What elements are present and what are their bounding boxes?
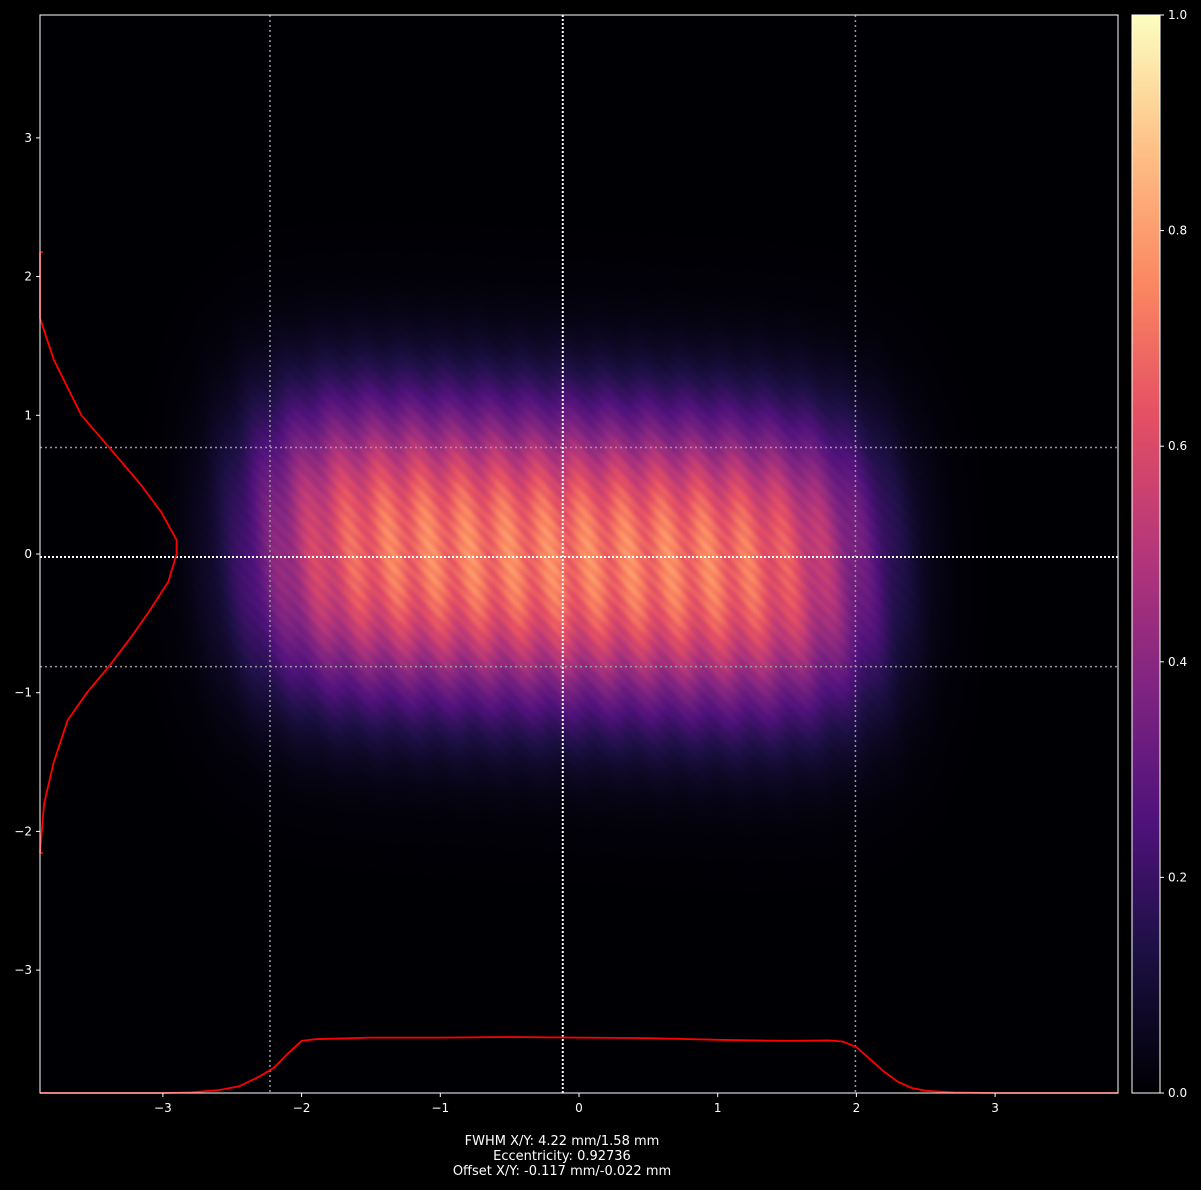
y-tick-label: 2: [24, 270, 32, 284]
colorbar-tick-label: 0.2: [1168, 870, 1187, 884]
x-tick-label: −3: [154, 1101, 172, 1115]
x-tick-label: 1: [714, 1101, 722, 1115]
y-tick-label: −3: [14, 963, 32, 977]
colorbar-tick-label: 0.8: [1168, 224, 1187, 238]
colorbar-tick-label: 0.4: [1168, 655, 1187, 669]
y-tick-label: −2: [14, 824, 32, 838]
y-tick-label: −1: [14, 686, 32, 700]
x-profile-line: [40, 1036, 1118, 1094]
fwhm-readout: FWHM X/Y: 4.22 mm/1.58 mm: [464, 1134, 660, 1149]
beam-intensity-heatmap: [40, 15, 1118, 1093]
colorbar-tick-label: 1.0: [1168, 8, 1187, 22]
colorbar-gradient: [1132, 15, 1160, 1093]
guide-lines: [40, 15, 1118, 1093]
y-tick-label: 3: [24, 131, 32, 145]
offset-readout: Offset X/Y: -0.117 mm/-0.022 mm: [452, 1164, 672, 1179]
x-tick-label: 3: [991, 1101, 999, 1115]
eccentricity-readout: Eccentricity: 0.92736: [493, 1149, 631, 1164]
y-profile-line: [39, 250, 178, 855]
axes: −3 −2 −1 0 1 2 3 −3 −2 −1 0 1 2 3 0.0 0.2 0.4 0.6 0.8 1.0: [14, 8, 1187, 1115]
colorbar-frame: [1131, 14, 1161, 1094]
x-tick-label: 2: [853, 1101, 861, 1115]
y-tick-label: 1: [24, 408, 32, 422]
colorbar-tick-label: 0.0: [1168, 1086, 1187, 1100]
plot-frame: [39, 14, 1119, 1094]
y-tick-label: 0: [24, 547, 32, 561]
x-tick-label: 0: [575, 1101, 583, 1115]
profiles: [39, 250, 1118, 1094]
x-tick-label: −1: [431, 1101, 449, 1115]
x-tick-label: −2: [293, 1101, 311, 1115]
colorbar-tick-label: 0.6: [1168, 439, 1187, 453]
